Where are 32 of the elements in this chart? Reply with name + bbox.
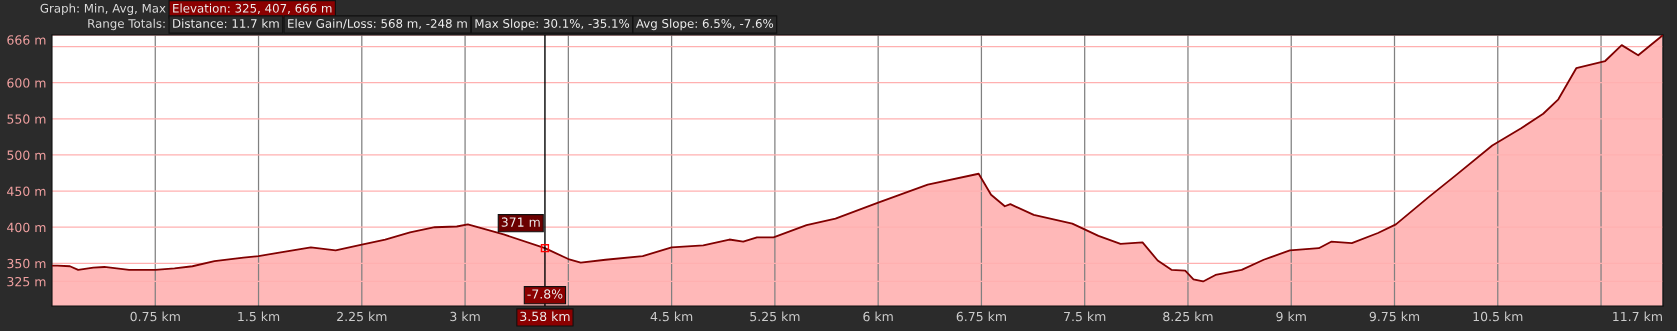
x-tick-label: 4.5 km: [650, 311, 693, 322]
y-tick-label: 550 m: [7, 114, 46, 124]
text: Distance: 11.7 km: [173, 18, 279, 28]
x-tick-label: 10.5 km: [1473, 311, 1523, 322]
annotation: 371 m: [501, 217, 540, 227]
text: Graph: Min, Avg, Max: [40, 3, 166, 15]
text: Avg Slope: 6.5%, -7.6%: [636, 18, 774, 31]
text: Elevation: 325, 407, 666 m: [173, 3, 332, 14]
x-tick-label: 6 km: [863, 311, 893, 322]
x-tick-label: 1.5 km: [238, 311, 280, 322]
x-tick-label: 9 km: [1276, 311, 1306, 322]
x-tick-label: 8.25 km: [1163, 311, 1213, 322]
text: Range Totals:: [88, 18, 165, 31]
x-tick-label: 7.5 km: [1064, 311, 1106, 322]
x-tick-label: 3 km: [450, 311, 480, 322]
y-tick-label: 325 m: [7, 276, 46, 287]
text: Elev Gain/Loss: 568 m, -248 m: [288, 18, 467, 30]
y-tick-label: 500 m: [7, 150, 46, 160]
y-tick-label: 600 m: [7, 78, 46, 88]
x-tick-label: 9.75 km: [1369, 311, 1420, 322]
x-tick-label: 2.25 km: [337, 311, 387, 322]
x-tick-label: 6.75 km: [956, 311, 1006, 322]
ref-line-label: 3.58 km: [520, 311, 570, 322]
y-tick-label: 350 m: [7, 258, 46, 269]
y-tick-label: 450 m: [7, 186, 46, 197]
y-tick-label: 400 m: [7, 222, 46, 233]
x-tick-label: 0.75 km: [130, 311, 180, 322]
annotation: -7.8%: [527, 289, 563, 299]
x-tick-label: 11.7 km: [1613, 311, 1662, 322]
text: Max Slope: 30.1%, -35.1%: [475, 18, 630, 31]
y-tick-label: 666 m: [7, 35, 46, 45]
x-tick-label: 5.25 km: [750, 311, 800, 322]
